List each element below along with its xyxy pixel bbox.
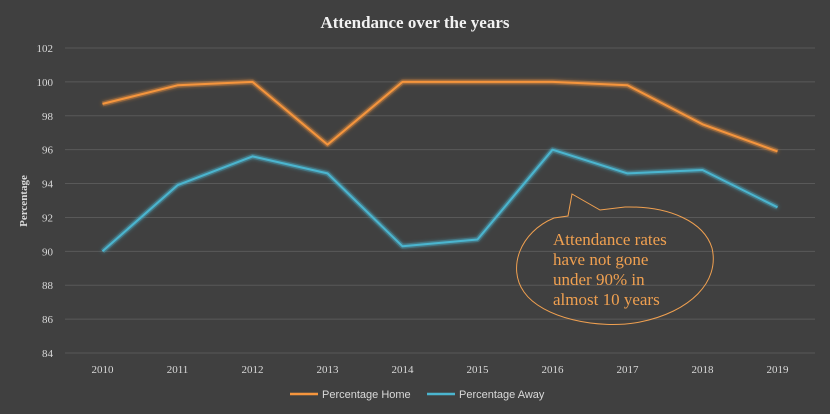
x-tick-label: 2011	[167, 364, 189, 376]
y-tick-label: 90	[42, 246, 54, 258]
x-tick-label: 2015	[467, 364, 490, 376]
series-glow	[101, 79, 779, 154]
y-tick-label: 94	[42, 179, 54, 191]
y-tick-label: 98	[42, 111, 54, 123]
y-tick-label: 86	[42, 314, 54, 326]
series-line	[102, 80, 778, 153]
y-tick-label: 102	[37, 43, 54, 55]
y-axis-ticks: 84 86 88 90 92 94 96 98 100 102	[37, 43, 54, 360]
legend-label-away: Percentage Away	[459, 389, 545, 401]
callout-line-4: almost 10 years	[553, 290, 660, 309]
y-tick-label: 88	[42, 280, 54, 292]
annotation-callout: Attendance rates have not gone under 90%…	[516, 193, 714, 325]
gridlines	[65, 47, 815, 354]
series-home	[101, 79, 779, 154]
series-glow	[100, 147, 779, 254]
y-tick-label: 92	[42, 212, 53, 224]
chart-title: Attendance over the years	[320, 13, 509, 32]
x-tick-label: 2018	[692, 364, 715, 376]
x-tick-label: 2010	[92, 364, 115, 376]
callout-line-1: Attendance rates	[553, 230, 667, 249]
x-tick-label: 2016	[542, 364, 565, 376]
y-tick-label: 96	[42, 145, 54, 157]
x-tick-label: 2014	[392, 364, 415, 376]
series-line	[101, 148, 778, 253]
x-axis-ticks: 2010 2011 2012 2013 2014 2015 2016 2017 2018 2019	[92, 364, 790, 376]
callout-bubble	[516, 193, 714, 325]
x-tick-label: 2017	[617, 364, 640, 376]
x-tick-label: 2012	[242, 364, 264, 376]
callout-line-2: have not gone	[553, 250, 648, 269]
legend-label-home: Percentage Home	[322, 389, 411, 401]
legend: Percentage Home Percentage Away	[290, 389, 545, 401]
x-tick-label: 2019	[767, 364, 790, 376]
x-tick-label: 2013	[317, 364, 340, 376]
y-tick-label: 100	[37, 77, 54, 89]
series-lines	[100, 79, 779, 254]
y-axis-label: Percentage	[18, 175, 30, 227]
series-away	[100, 147, 779, 254]
callout-line-3: under 90% in	[553, 270, 645, 289]
y-tick-label: 84	[42, 348, 54, 360]
